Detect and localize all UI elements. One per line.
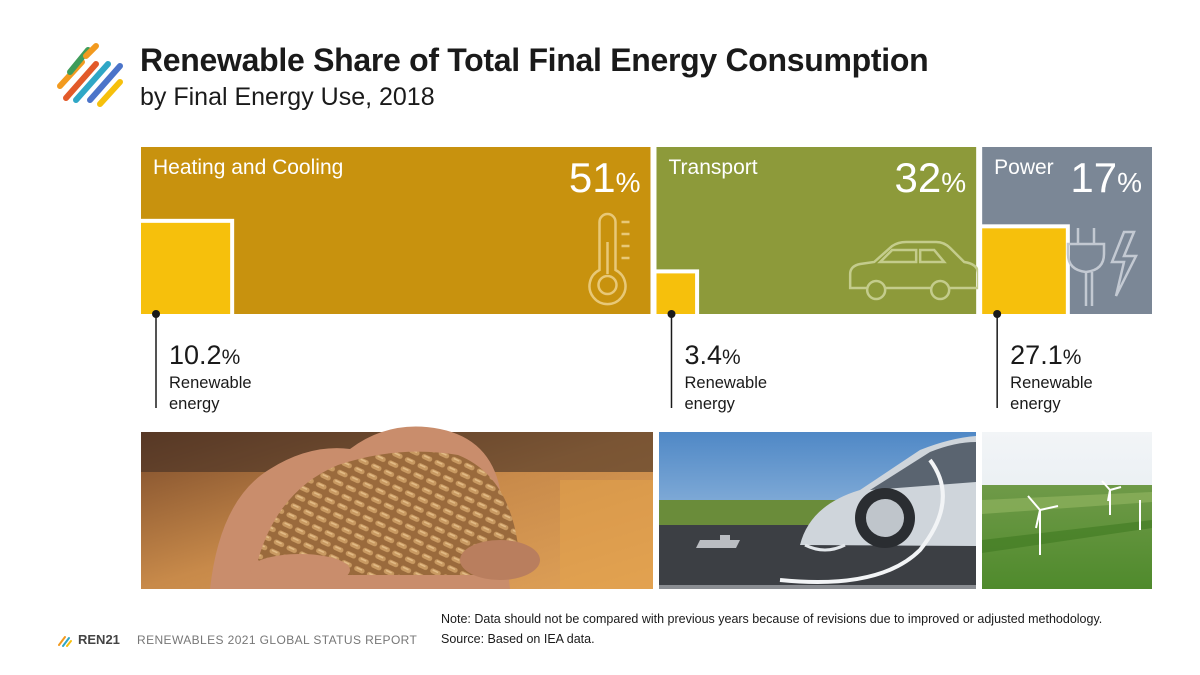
renewable-label-line1: Renewable — [684, 374, 767, 392]
block-heating: Heating and Cooling 51% — [137, 147, 651, 318]
leader-power — [993, 310, 1002, 408]
leader-transport — [667, 310, 676, 408]
renewable-label-line2: energy — [1010, 395, 1061, 413]
source-note: Source: Based on IEA data. — [441, 632, 595, 646]
thermometer-icon — [588, 212, 630, 306]
renewable-labels: 10.2% Renewable energy 3.4% Renewable en… — [152, 310, 1093, 413]
footer-brand: REN21 — [58, 632, 120, 647]
photo-electric-car — [659, 432, 976, 589]
renewable-label-line1: Renewable — [1010, 374, 1093, 392]
block-transport: Transport 32% — [652, 147, 980, 319]
data-label-transport-renewable: 3.4% — [684, 340, 740, 370]
bar-transport-renewable — [652, 269, 700, 319]
photo-wind-turbines — [982, 432, 1152, 589]
data-label-heating-renewable: 10.2% — [169, 340, 240, 370]
footer-brand-text: REN21 — [78, 632, 120, 647]
page-subtitle: by Final Energy Use, 2018 — [140, 83, 435, 111]
bar-power-renewable — [978, 224, 1070, 318]
block-power: Power 17% — [978, 147, 1152, 318]
category-label-heating: Heating and Cooling — [153, 156, 343, 179]
renewable-label-line2: energy — [169, 395, 220, 413]
renewable-label-line1: Renewable — [169, 374, 252, 392]
category-label-transport: Transport — [668, 156, 757, 179]
data-label-power-total: 17% — [1070, 154, 1142, 201]
bar-heating-renewable — [137, 218, 235, 318]
category-label-power: Power — [994, 156, 1054, 179]
data-label-heating-total: 51% — [569, 154, 641, 201]
data-label-transport-total: 32% — [895, 154, 967, 201]
bar-transport-total — [656, 147, 977, 314]
footer-report-title: RENEWABLES 2021 GLOBAL STATUS REPORT — [137, 633, 418, 647]
plug-lightning-icon — [1066, 228, 1139, 306]
page-title: Renewable Share of Total Final Energy Co… — [140, 42, 929, 78]
methodology-note: Note: Data should not be compared with p… — [441, 612, 1103, 626]
ren21-logo-icon — [57, 43, 123, 107]
car-icon — [848, 240, 980, 301]
data-label-power-renewable: 27.1% — [1010, 340, 1081, 370]
photo-wood-pellets — [141, 426, 653, 589]
ren21-small-logo-icon — [58, 635, 72, 647]
renewable-label-line2: energy — [684, 395, 735, 413]
leader-heating — [152, 310, 160, 408]
